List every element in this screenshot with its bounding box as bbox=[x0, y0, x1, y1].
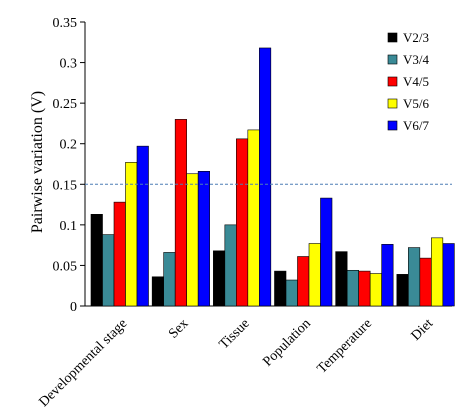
y-tick-label: 0.1 bbox=[60, 219, 78, 234]
legend-swatch bbox=[387, 76, 398, 87]
bar-V3-4 bbox=[224, 224, 237, 307]
y-tick-label: 0.35 bbox=[53, 16, 78, 31]
bar-V5-6 bbox=[247, 129, 260, 307]
legend-swatch bbox=[387, 32, 398, 43]
legend-label: V6/7 bbox=[403, 118, 430, 133]
bar-V6-7 bbox=[320, 197, 333, 307]
x-tick-label: Temperature bbox=[315, 316, 375, 376]
bar-V5-6 bbox=[431, 237, 444, 307]
bar-V4-5 bbox=[236, 138, 249, 307]
bar-V3-4 bbox=[408, 247, 421, 307]
y-tick-label: 0.2 bbox=[60, 138, 78, 153]
legend-label: V3/4 bbox=[403, 52, 430, 67]
x-tick-label: Diet bbox=[409, 316, 437, 344]
bar-V4-5 bbox=[113, 201, 126, 307]
legend-swatch bbox=[387, 98, 398, 109]
bar-V6-7 bbox=[442, 243, 455, 307]
bar-V6-7 bbox=[259, 47, 272, 307]
bar-V2-3 bbox=[274, 270, 287, 307]
bar-V3-4 bbox=[285, 279, 298, 307]
bar-V4-5 bbox=[358, 270, 371, 307]
y-tick-label: 0.05 bbox=[53, 259, 78, 274]
bar-V2-3 bbox=[151, 276, 164, 307]
legend-swatch bbox=[387, 54, 398, 65]
bar-V5-6 bbox=[186, 173, 199, 307]
legend-label: V5/6 bbox=[403, 96, 430, 111]
legend-label: V4/5 bbox=[403, 74, 429, 89]
x-tick-label: Developmental stage bbox=[37, 316, 131, 410]
y-tick-label: 0.3 bbox=[60, 57, 78, 72]
bar-V2-3 bbox=[90, 214, 103, 307]
x-tick-label: Sex bbox=[166, 316, 191, 341]
bar-V2-3 bbox=[213, 250, 226, 307]
y-axis-label: Pairwise variation (V) bbox=[29, 91, 46, 233]
bar-V5-6 bbox=[308, 243, 321, 307]
y-tick-label: 0.25 bbox=[53, 97, 78, 112]
bar-V6-7 bbox=[136, 145, 149, 307]
bar-V6-7 bbox=[197, 171, 210, 307]
bar-V5-6 bbox=[369, 273, 382, 307]
y-tick-label: 0.15 bbox=[53, 178, 78, 193]
bar-V2-3 bbox=[335, 251, 348, 307]
plot-area: 0 0.05 0.1 0.15 0.2 0.25 0.3 0.35 Developmental … bbox=[37, 16, 455, 410]
y-tick-label: 0 bbox=[70, 300, 77, 315]
legend-swatch bbox=[387, 120, 398, 131]
x-tick-label: Population bbox=[260, 316, 314, 370]
bar-V3-4 bbox=[163, 252, 176, 307]
bar-V6-7 bbox=[381, 244, 394, 307]
legend-label: V2/3 bbox=[403, 30, 429, 45]
bar-V4-5 bbox=[174, 119, 187, 307]
bar-V3-4 bbox=[346, 269, 359, 307]
x-tick-label: Tissue bbox=[217, 316, 253, 352]
bar-V4-5 bbox=[297, 256, 310, 307]
bar-V3-4 bbox=[102, 234, 115, 307]
bar-V2-3 bbox=[396, 274, 409, 307]
bar-V4-5 bbox=[419, 257, 432, 307]
